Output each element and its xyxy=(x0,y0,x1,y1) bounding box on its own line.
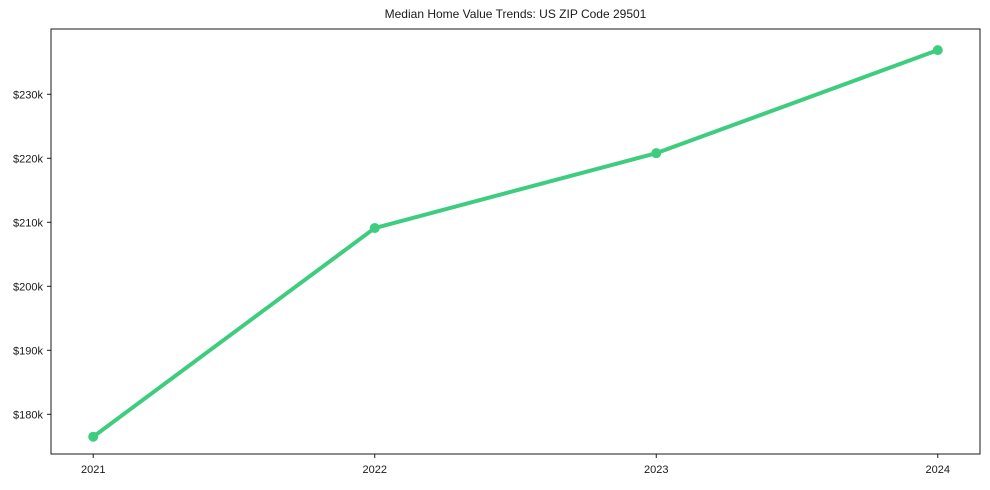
x-tick-label: 2024 xyxy=(926,464,950,476)
data-point-marker xyxy=(651,148,662,159)
y-tick-label: $190k xyxy=(13,345,43,357)
data-point-marker xyxy=(369,223,380,234)
y-tick-label: $200k xyxy=(13,281,43,293)
x-tick-label: 2021 xyxy=(81,464,105,476)
chart-title: Median Home Value Trends: US ZIP Code 29… xyxy=(384,7,647,21)
data-point-marker xyxy=(932,45,943,56)
y-tick-label: $180k xyxy=(13,409,43,421)
series-line xyxy=(91,48,940,439)
x-tick-label: 2022 xyxy=(363,464,387,476)
data-point-marker xyxy=(88,431,99,442)
plot-border xyxy=(50,28,981,455)
y-tick-label: $220k xyxy=(13,153,43,165)
y-tick-label: $210k xyxy=(13,217,43,229)
x-tick-label: 2023 xyxy=(644,464,668,476)
y-tick-label: $230k xyxy=(13,89,43,101)
